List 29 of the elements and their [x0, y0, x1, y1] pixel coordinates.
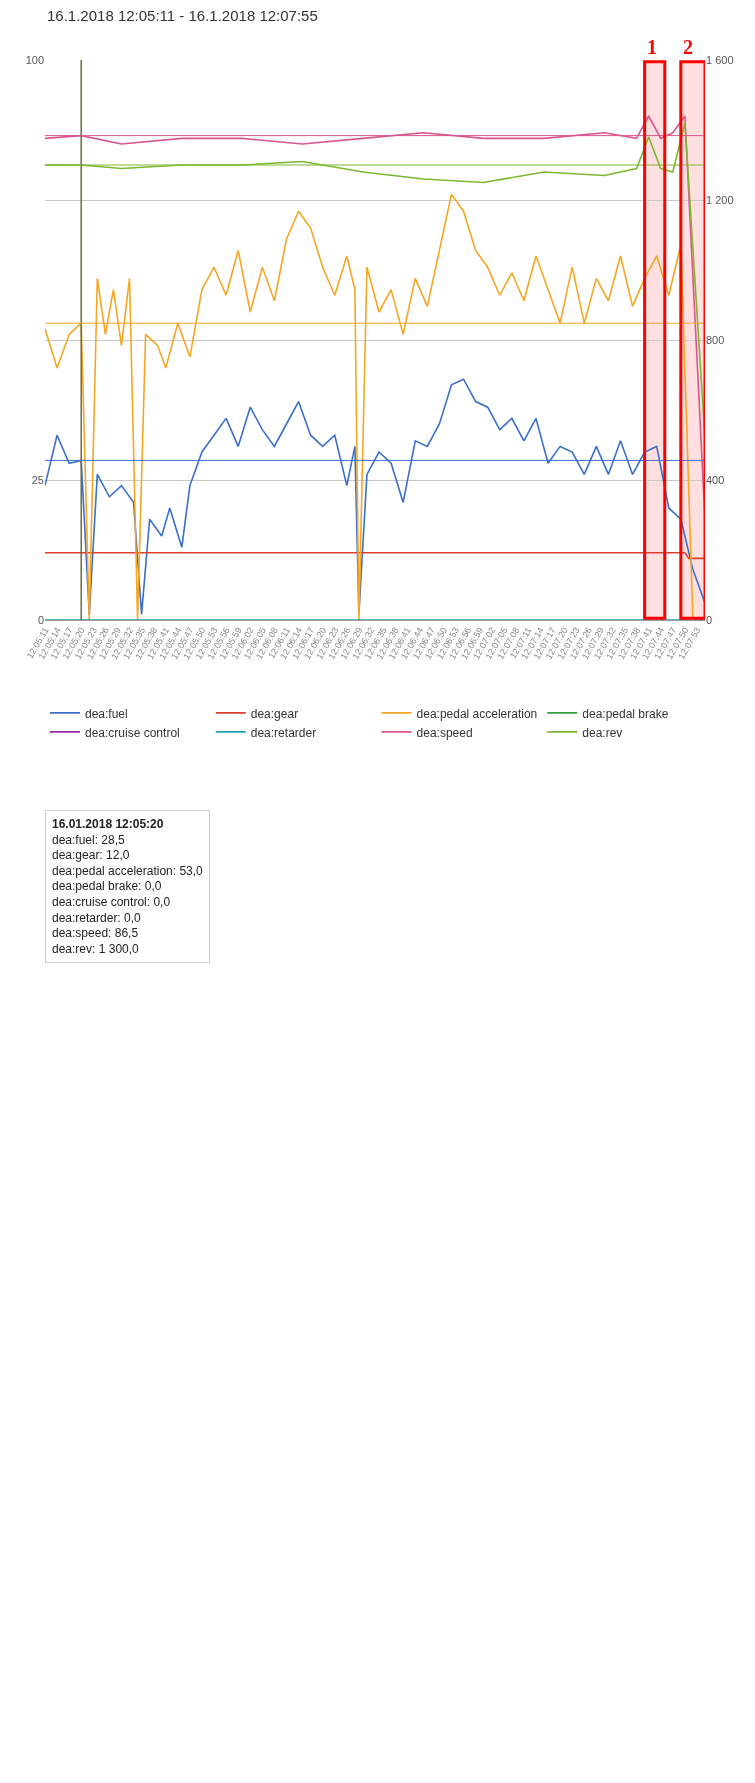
legend-label: dea:retarder: [250, 725, 317, 740]
y2-tick-label: 0: [706, 613, 713, 626]
legend-label: dea:cruise control: [85, 725, 180, 740]
text: dea:cruise control: 0,0: [52, 895, 171, 909]
chart-title: 16.1.2018 12:05:11 - 16.1.2018 12:07:55: [47, 7, 318, 24]
legend-label: dea:rev: [582, 725, 623, 740]
text: dea:pedal brake: 0,0: [52, 879, 162, 894]
y-tick-label: 0: [37, 613, 44, 626]
y2-tick-label: 1 600: [706, 53, 734, 66]
band-label: 1: [647, 36, 657, 58]
legend-label: dea:gear: [250, 706, 299, 721]
text: 16.01.2018 12:05:20: [52, 817, 164, 831]
text: dea:pedal acceleration: 53,0: [52, 863, 204, 878]
text: dea:retarder: 0,0: [52, 910, 142, 925]
legend-label: dea:fuel: [85, 706, 128, 721]
y2-tick-label: 400: [706, 473, 725, 486]
legend-label: dea:pedal brake: [582, 706, 669, 721]
text: dea:rev: 1 300,0: [52, 941, 140, 956]
y-tick-label: 100: [25, 53, 44, 66]
line-series: [45, 378, 705, 616]
text: dea:gear: 12,0: [52, 848, 130, 863]
text: dea:speed: 86,5: [52, 926, 139, 941]
y2-tick-label: 800: [706, 333, 725, 346]
legend-label: dea:speed: [416, 725, 473, 740]
y-tick-label: 25: [31, 473, 44, 486]
text: dea:fuel: 28,5: [52, 832, 126, 847]
legend-label: dea:pedal acceleration: [416, 706, 538, 721]
y2-tick-label: 1 200: [706, 193, 734, 206]
band-label: 2: [683, 36, 693, 58]
